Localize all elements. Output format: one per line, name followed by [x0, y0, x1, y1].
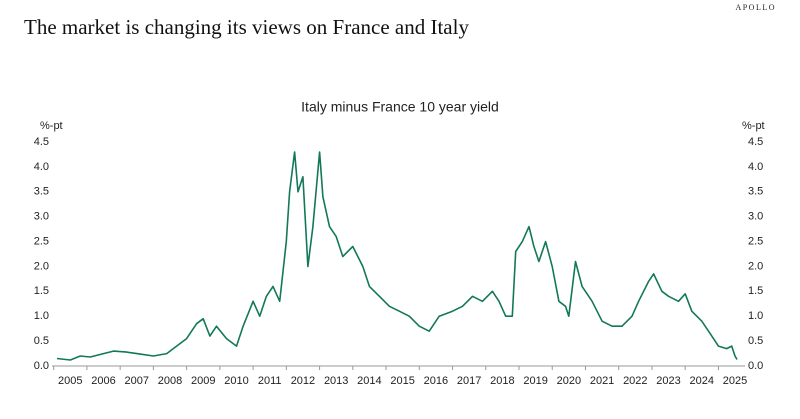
x-tick-label: 2015 [390, 375, 414, 387]
x-tick-label: 2009 [191, 375, 215, 387]
x-tick-label: 2010 [224, 375, 248, 387]
x-tick-label: 2016 [424, 375, 448, 387]
x-tick-label: 2011 [258, 375, 282, 387]
x-tick-label: 2019 [523, 375, 547, 387]
x-tick-label: 2024 [690, 375, 714, 387]
chart-title: The market is changing its views on Fran… [24, 15, 469, 39]
x-tick-label: 2008 [158, 375, 182, 387]
x-tick-label: 2018 [490, 375, 514, 387]
y-tick-label: 2.5 [34, 235, 49, 247]
y2-tick-label: 2.5 [748, 235, 763, 247]
y2-tick-label: 1.0 [748, 310, 763, 322]
y-tick-label: 4.0 [34, 161, 49, 173]
x-tick-label: 2007 [125, 375, 149, 387]
y-tick-label: 3.0 [34, 211, 49, 223]
y-tick-label: 1.0 [34, 310, 49, 322]
y2-tick-label: 4.5 [748, 136, 763, 148]
x-tick-label: 2014 [357, 375, 381, 387]
y-tick-label: 2.0 [34, 260, 49, 272]
y-tick-label: 0.5 [34, 335, 49, 347]
y2-tick-label: 0.5 [748, 335, 763, 347]
y2-axis-label: %-pt [742, 120, 765, 132]
brand: APOLLO [735, 3, 776, 12]
y2-tick-label: 3.0 [748, 211, 763, 223]
x-tick-label: 2022 [623, 375, 647, 387]
y2-tick-label: 0.0 [748, 360, 763, 372]
y2-tick-label: 1.5 [748, 285, 763, 297]
line-series [56, 151, 738, 361]
x-tick-label: 2017 [457, 375, 481, 387]
y-axis-label: %-pt [40, 120, 63, 132]
y-tick-label: 0.0 [34, 360, 49, 372]
y2-tick-label: 4.0 [748, 161, 763, 173]
x-tick-label: 2013 [324, 375, 348, 387]
x-tick-label: 2025 [723, 375, 747, 387]
x-tick-label: 2023 [656, 375, 680, 387]
y2-tick-label: 3.5 [748, 186, 763, 198]
x-tick-label: 2021 [590, 375, 614, 387]
x-tick-label: 2020 [557, 375, 581, 387]
y-tick-label: 1.5 [34, 285, 49, 297]
chart-subtitle: Italy minus France 10 year yield [301, 99, 499, 115]
x-tick-label: 2006 [91, 375, 115, 387]
y-tick-label: 4.5 [34, 136, 49, 148]
y-tick-label: 3.5 [34, 186, 49, 198]
y2-tick-label: 2.0 [748, 260, 763, 272]
x-tick-label: 2012 [291, 375, 315, 387]
x-tick-label: 2005 [58, 375, 82, 387]
